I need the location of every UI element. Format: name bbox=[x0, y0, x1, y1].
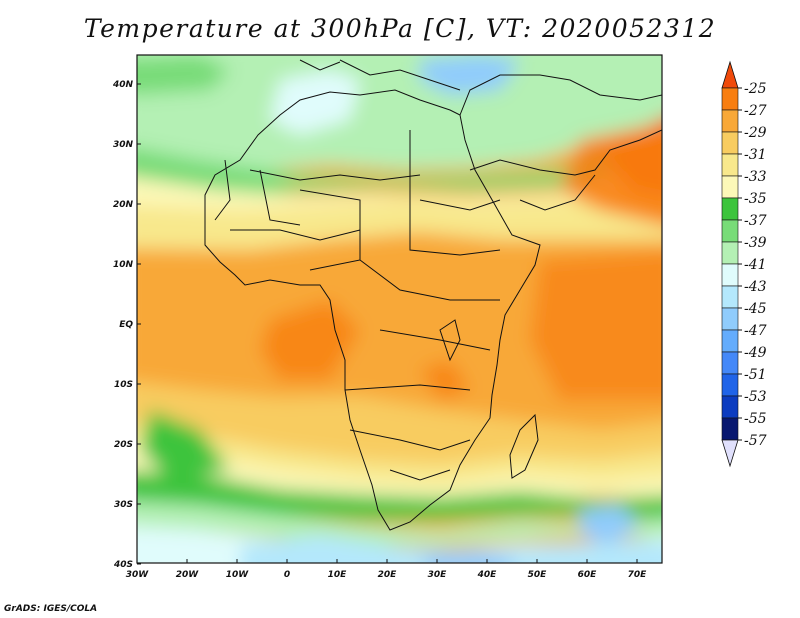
lat-tick-label: 20S bbox=[114, 440, 133, 450]
lat-tick-label: 40N bbox=[112, 80, 134, 90]
lon-tick-label: 30W bbox=[126, 570, 150, 580]
colorbar-swatch bbox=[721, 175, 739, 199]
colorbar-swatch bbox=[721, 351, 739, 375]
lon-tick-label: 0 bbox=[284, 570, 290, 580]
lat-tick-label: 30S bbox=[114, 500, 133, 510]
lat-tick-label: 10N bbox=[113, 260, 134, 270]
colorbar-swatch bbox=[721, 109, 739, 133]
lon-tick-label: 20E bbox=[378, 570, 398, 580]
colorbar-label: -53 bbox=[744, 389, 767, 405]
colorbar-swatch bbox=[721, 87, 739, 111]
temperature-field bbox=[137, 55, 662, 563]
lat-tick-label: 20N bbox=[113, 200, 134, 210]
lon-tick-label: 10E bbox=[328, 570, 348, 580]
colorbar-label: -41 bbox=[744, 257, 767, 273]
lat-tick-label: EQ bbox=[119, 320, 133, 330]
colorbar-swatch bbox=[721, 417, 739, 441]
colorbar-label: -57 bbox=[744, 433, 767, 449]
colorbar-label: -49 bbox=[744, 345, 767, 361]
lat-tick-label: 40S bbox=[113, 560, 133, 570]
colorbar-swatch bbox=[721, 285, 739, 309]
colorbar-label: -27 bbox=[744, 103, 767, 119]
lon-tick-label: 70E bbox=[628, 570, 648, 580]
lon-tick-label: 40E bbox=[477, 570, 498, 580]
lon-tick-label: 30E bbox=[428, 570, 448, 580]
colorbar-swatch bbox=[721, 395, 739, 419]
lon-tick-label: 10W bbox=[226, 570, 250, 580]
lat-tick-label: 30N bbox=[113, 140, 134, 150]
colorbar-label: -55 bbox=[744, 411, 767, 427]
colorbar-label: -45 bbox=[744, 301, 767, 317]
colorbar: -25 -27 -29 -31 -33 -35 -37 -39 -41 -43 -45 -47 -49 -… bbox=[721, 60, 767, 468]
colorbar-swatch bbox=[721, 263, 739, 287]
colorbar-label: -51 bbox=[744, 367, 767, 383]
colorbar-swatch bbox=[721, 373, 739, 397]
colorbar-label: -43 bbox=[744, 279, 767, 295]
lon-tick-label: 60E bbox=[578, 570, 598, 580]
colorbar-label: -47 bbox=[744, 323, 767, 339]
colorbar-label: -35 bbox=[744, 191, 767, 207]
lon-tick-label: 50E bbox=[528, 570, 548, 580]
colorbar-swatch bbox=[721, 329, 739, 353]
colorbar-label: -37 bbox=[744, 213, 767, 229]
colorbar-label: -33 bbox=[744, 169, 767, 185]
longitude-axis: 30W 20W 10W 0 10E 20E 30E 40E 50E 60E 70E bbox=[126, 559, 647, 580]
colorbar-over-triangle bbox=[721, 60, 739, 89]
colorbar-swatch bbox=[721, 131, 739, 155]
colorbar-swatch bbox=[721, 307, 739, 331]
chart-title: Temperature at 300hPa [C], VT: 202005231… bbox=[83, 14, 717, 43]
colorbar-label: -29 bbox=[744, 125, 767, 141]
lon-tick-label: 20W bbox=[176, 570, 200, 580]
coastlines bbox=[204, 59, 662, 531]
colorbar-label: -39 bbox=[744, 235, 767, 251]
colorbar-swatch bbox=[721, 219, 739, 243]
latitude-axis: 40N 30N 20N 10N EQ 10S 20S 30S 40S bbox=[112, 80, 141, 570]
colorbar-under-triangle bbox=[721, 439, 739, 468]
lat-tick-label: 10S bbox=[114, 380, 133, 390]
colorbar-swatch bbox=[721, 153, 739, 177]
colorbar-label: -31 bbox=[744, 147, 767, 163]
plot-frame bbox=[136, 54, 663, 564]
colorbar-swatch bbox=[721, 197, 739, 221]
colorbar-label: -25 bbox=[744, 81, 767, 97]
colorbar-swatch bbox=[721, 241, 739, 265]
credit-label: GrADS: IGES/COLA bbox=[4, 604, 98, 614]
